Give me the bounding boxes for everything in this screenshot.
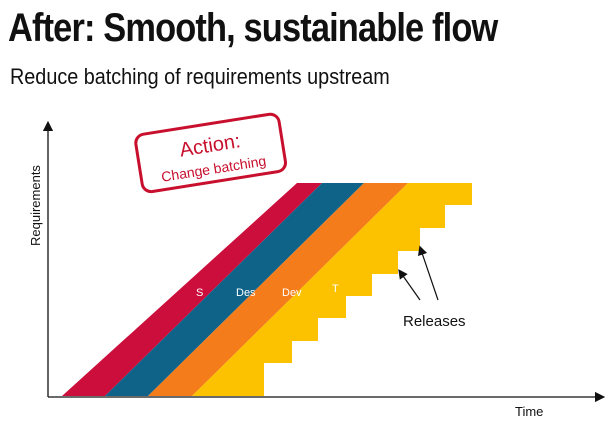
release-arrow-2 bbox=[418, 245, 439, 301]
band-dev bbox=[148, 183, 408, 396]
band-label-s: S bbox=[196, 287, 203, 299]
page-title: After: Smooth, sustainable flow bbox=[8, 6, 498, 50]
action-stamp: Action: Change batching bbox=[134, 112, 287, 194]
band-t bbox=[192, 183, 472, 396]
y-axis-label: Requirements bbox=[28, 165, 43, 246]
band-label-t: T bbox=[332, 283, 339, 295]
releases-label: Releases bbox=[403, 313, 466, 330]
band-label-des: Des bbox=[236, 287, 256, 299]
band-label-dev: Dev bbox=[282, 287, 302, 299]
page-subtitle: Reduce batching of requirements upstream bbox=[10, 64, 390, 89]
band-s bbox=[62, 183, 322, 396]
release-arrow-1 bbox=[398, 269, 421, 301]
x-axis-label: Time bbox=[515, 404, 543, 419]
band-des bbox=[105, 183, 364, 396]
